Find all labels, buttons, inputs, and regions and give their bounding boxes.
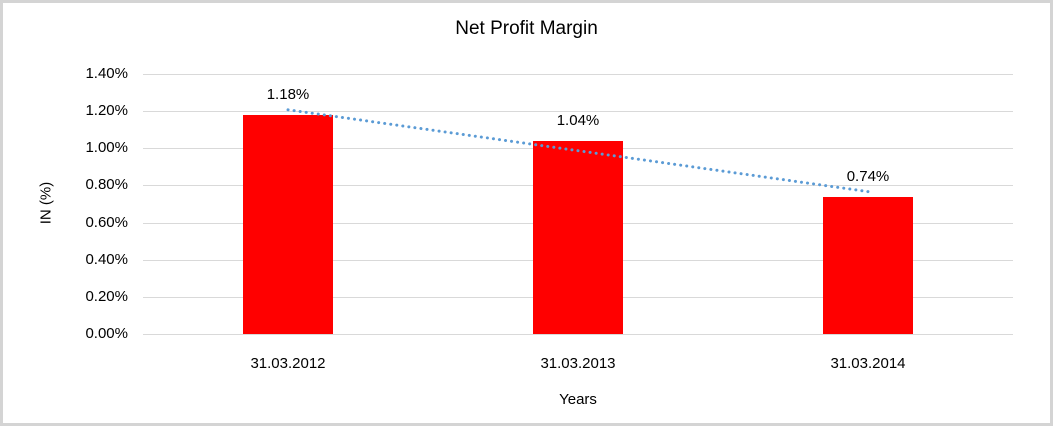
bar	[823, 196, 913, 334]
x-tick-label: 31.03.2013	[540, 355, 616, 372]
x-axis-title: Years	[559, 391, 597, 408]
y-tick-label: 1.40%	[85, 65, 128, 82]
y-tick-label: 1.20%	[85, 102, 128, 120]
bar	[243, 114, 333, 334]
chart-title: Net Profit Margin	[455, 18, 598, 39]
gridline	[143, 334, 1013, 335]
bar-value-label: 1.18%	[266, 85, 310, 103]
y-tick-label: 0.60%	[85, 213, 128, 231]
y-tick-label: 0.40%	[85, 250, 128, 268]
y-tick-label: 0.80%	[85, 176, 128, 194]
y-tick-label: 0.00%	[85, 325, 128, 342]
y-tick-label: 0.20%	[85, 287, 128, 305]
x-tick-label: 31.03.2014	[830, 355, 906, 372]
y-tick-label: 1.00%	[85, 139, 128, 157]
plot-area: 1.18% 1.04% 0.74%	[143, 74, 1013, 335]
x-tick-label: 31.03.2012	[250, 355, 326, 372]
trendline-dotted-line	[286, 108, 870, 194]
bar-value-label: 1.04%	[556, 111, 600, 129]
gridline	[143, 74, 1013, 75]
bar-value-label: 0.74%	[846, 167, 890, 185]
bar	[533, 140, 623, 334]
gridline	[143, 111, 1013, 113]
